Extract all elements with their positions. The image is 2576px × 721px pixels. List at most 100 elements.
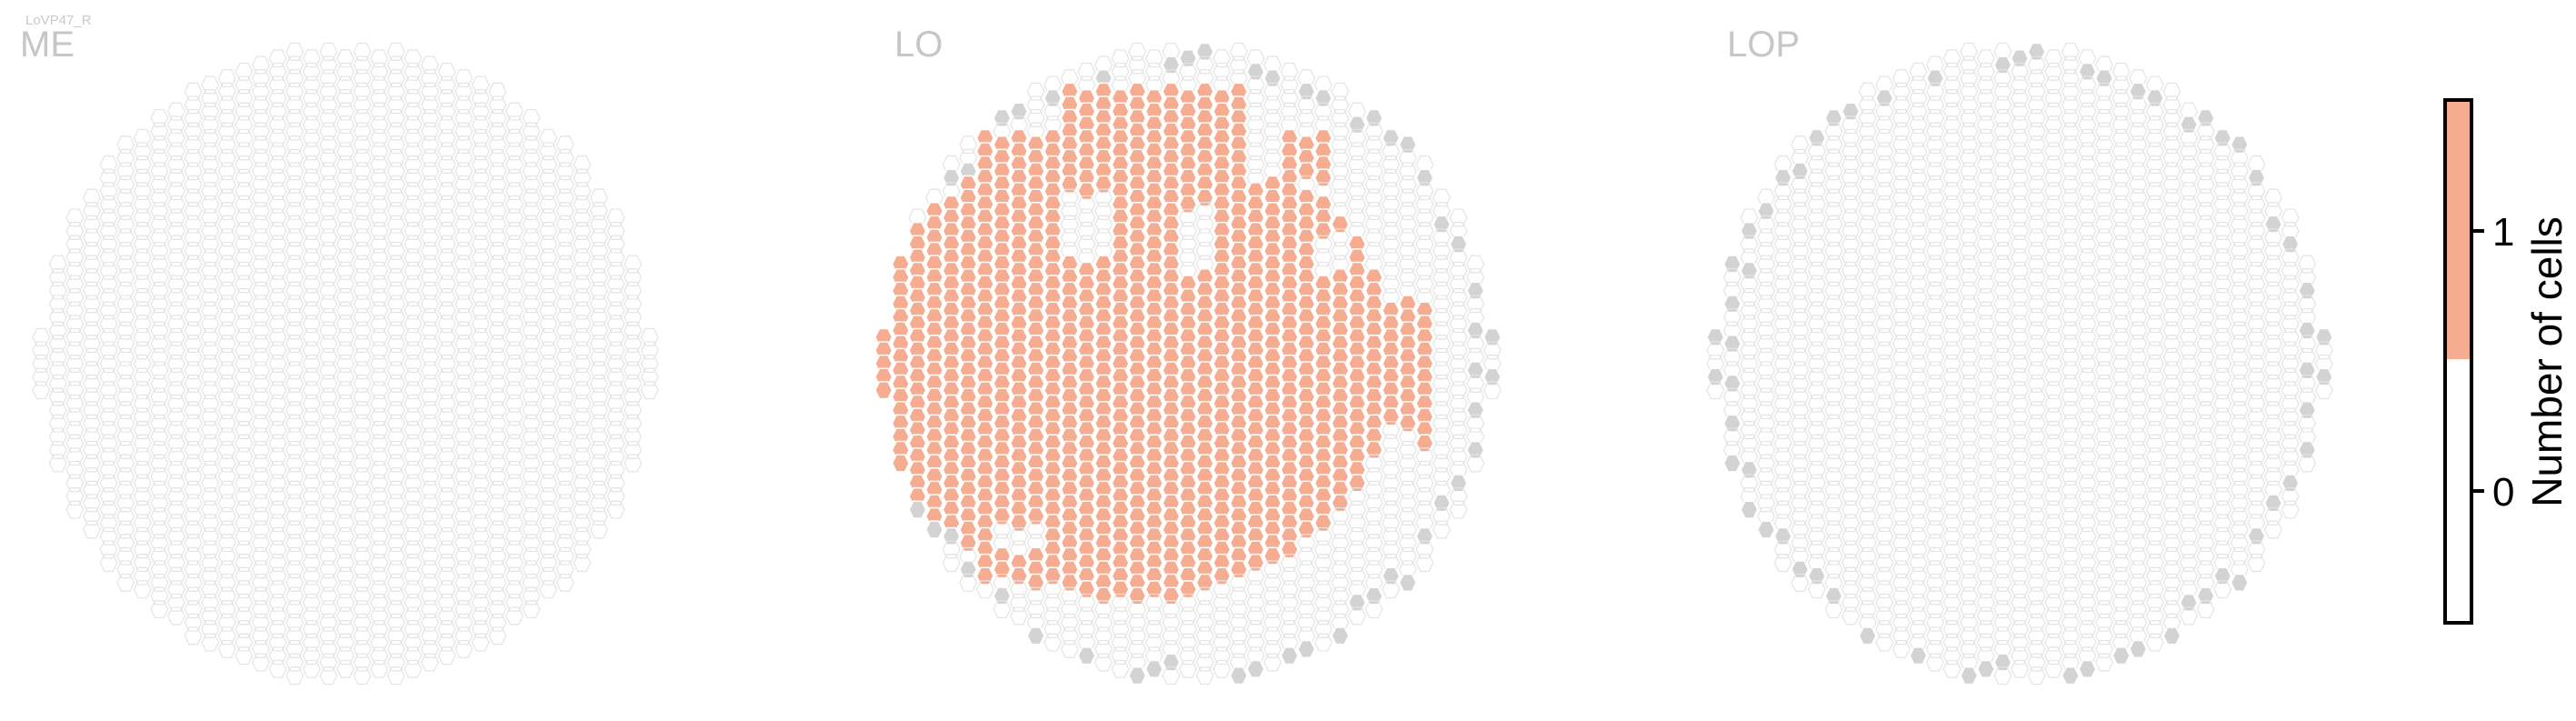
hex-column	[1960, 534, 1979, 553]
hex-column	[2162, 440, 2182, 459]
hex-column	[2044, 487, 2063, 506]
hex-column	[133, 155, 152, 174]
hex-column	[2162, 427, 2182, 446]
hex-column	[2281, 301, 2300, 320]
hex-column	[1976, 235, 1995, 254]
hex-column	[555, 307, 574, 326]
hex-column	[1875, 540, 1894, 559]
hex-column	[285, 467, 305, 486]
hex-column	[184, 335, 203, 354]
hex-column	[505, 341, 524, 360]
hex-column	[539, 128, 558, 147]
hex-column	[1331, 135, 1350, 155]
hex-column	[2129, 95, 2148, 115]
hex-column	[2095, 454, 2113, 473]
hex-column	[1926, 175, 1944, 194]
hex-column	[573, 315, 592, 334]
hex-column	[1875, 88, 1894, 108]
hex-column	[1195, 573, 1214, 593]
hex-column	[1791, 202, 1810, 221]
hex-column	[48, 281, 67, 300]
hex-column	[1229, 42, 1248, 61]
hex-column	[421, 361, 439, 380]
hex-column	[1144, 593, 1163, 612]
hex-column	[201, 182, 220, 201]
hex-column	[2247, 474, 2266, 493]
hex-column	[2196, 268, 2215, 287]
hex-column	[65, 327, 85, 346]
hex-column	[505, 235, 524, 254]
hex-column	[252, 374, 270, 393]
hex-column	[268, 407, 287, 426]
hex-column	[99, 195, 118, 214]
hex-column	[2112, 155, 2131, 174]
hex-column	[590, 401, 608, 420]
hex-column	[201, 155, 220, 174]
hex-column	[2027, 148, 2046, 167]
hex-column	[454, 268, 474, 287]
hex-column	[1909, 487, 1928, 506]
hex-column	[1297, 613, 1316, 632]
hex-column	[302, 447, 321, 466]
hex-column	[2196, 546, 2215, 566]
hex-column	[471, 155, 490, 174]
hex-column	[99, 235, 118, 254]
hex-column	[1179, 646, 1197, 666]
hex-column	[488, 255, 507, 274]
hex-column	[370, 128, 389, 147]
hex-column	[2247, 394, 2266, 413]
hex-column	[2011, 526, 2029, 546]
hex-column	[252, 639, 270, 658]
hex-column	[150, 586, 169, 606]
hex-column	[555, 148, 574, 167]
hex-column	[99, 341, 118, 360]
hex-column	[2011, 195, 2029, 214]
hex-column	[488, 573, 507, 592]
hex-column	[302, 381, 321, 400]
hex-column	[133, 248, 152, 267]
hex-column	[1773, 341, 1792, 360]
hex-column	[2314, 381, 2333, 400]
hex-column	[285, 374, 305, 393]
hex-column	[2044, 62, 2063, 81]
hex-column	[404, 301, 423, 320]
hex-column	[1415, 474, 1434, 493]
hex-column	[2027, 82, 2046, 101]
hex-column	[1942, 659, 1962, 678]
hex-column	[1043, 580, 1063, 599]
hex-column	[1842, 554, 1860, 572]
hex-column	[1229, 666, 1248, 686]
hex-column	[252, 321, 270, 340]
hex-column	[959, 135, 978, 155]
hex-column	[336, 115, 354, 135]
hex-column	[488, 427, 507, 446]
hex-column	[2129, 560, 2148, 579]
hex-column	[1791, 281, 1810, 300]
hex-column	[150, 241, 169, 260]
hex-column	[2095, 228, 2113, 247]
hex-column	[319, 467, 338, 486]
hex-column	[2196, 374, 2215, 393]
hex-column	[2027, 69, 2046, 88]
hex-column	[606, 208, 625, 227]
hex-column	[184, 255, 203, 274]
hex-column	[48, 295, 67, 314]
hex-column	[99, 222, 118, 240]
hex-column	[1807, 182, 1826, 201]
hex-column	[2281, 394, 2300, 413]
hex-column	[1942, 646, 1962, 666]
hex-column	[268, 235, 287, 254]
hex-column	[235, 407, 254, 426]
hex-column	[573, 235, 592, 254]
hex-column	[1280, 554, 1299, 572]
hex-column	[1842, 341, 1860, 360]
hex-column	[353, 520, 372, 539]
hex-column	[1960, 546, 1979, 566]
hex-column	[150, 494, 169, 513]
hex-column	[1128, 42, 1147, 61]
hex-column	[590, 361, 608, 380]
hex-column	[573, 341, 592, 360]
hex-column	[1195, 639, 1214, 658]
hex-column	[2078, 288, 2097, 306]
hex-column	[116, 335, 135, 354]
